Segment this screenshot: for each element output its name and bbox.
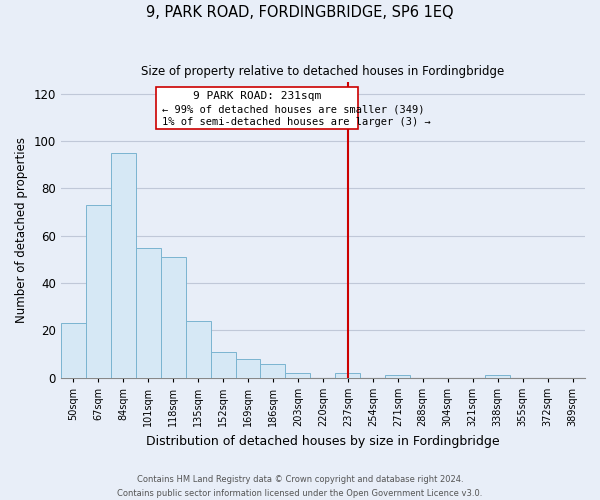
Text: Contains HM Land Registry data © Crown copyright and database right 2024.
Contai: Contains HM Land Registry data © Crown c…	[118, 476, 482, 498]
Bar	[236, 359, 260, 378]
Bar	[211, 352, 236, 378]
Bar	[61, 324, 86, 378]
FancyBboxPatch shape	[155, 86, 358, 130]
Bar	[485, 376, 510, 378]
Title: Size of property relative to detached houses in Fordingbridge: Size of property relative to detached ho…	[141, 65, 505, 78]
Text: ← 99% of detached houses are smaller (349): ← 99% of detached houses are smaller (34…	[162, 104, 424, 115]
Text: 9, PARK ROAD, FORDINGBRIDGE, SP6 1EQ: 9, PARK ROAD, FORDINGBRIDGE, SP6 1EQ	[146, 5, 454, 20]
Bar	[136, 248, 161, 378]
Bar	[111, 153, 136, 378]
Bar	[335, 373, 361, 378]
X-axis label: Distribution of detached houses by size in Fordingbridge: Distribution of detached houses by size …	[146, 434, 500, 448]
Text: 9 PARK ROAD: 231sqm: 9 PARK ROAD: 231sqm	[193, 92, 321, 102]
Bar	[286, 373, 310, 378]
Bar	[385, 376, 410, 378]
Bar	[260, 364, 286, 378]
Bar	[86, 205, 111, 378]
Text: 1% of semi-detached houses are larger (3) →: 1% of semi-detached houses are larger (3…	[162, 118, 431, 128]
Y-axis label: Number of detached properties: Number of detached properties	[15, 137, 28, 323]
Bar	[185, 321, 211, 378]
Bar	[161, 257, 185, 378]
